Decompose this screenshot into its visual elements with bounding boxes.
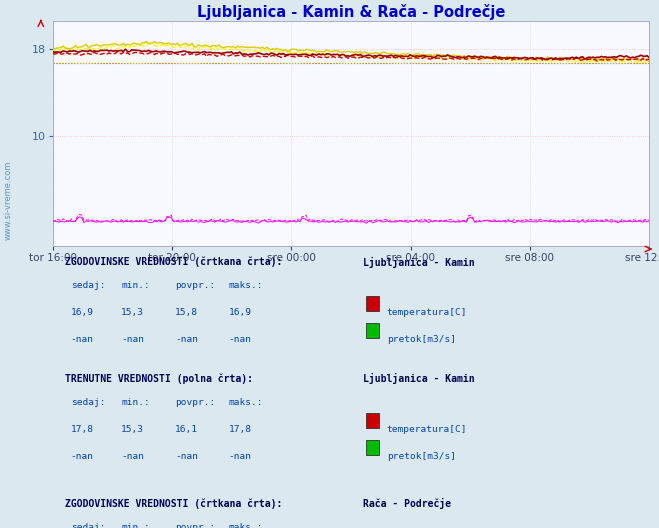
Text: sedaj:: sedaj: [71,398,105,407]
Text: -nan: -nan [229,335,252,344]
Text: povpr.:: povpr.: [175,281,215,290]
Text: pretok[m3/s]: pretok[m3/s] [387,452,456,461]
Text: ZGODOVINSKE VREDNOSTI (črtkana črta):: ZGODOVINSKE VREDNOSTI (črtkana črta): [65,498,282,509]
Text: maks.:: maks.: [229,523,263,528]
Text: 16,9: 16,9 [71,308,94,317]
Text: 16,9: 16,9 [229,308,252,317]
Text: Ljubljanica - Kamin: Ljubljanica - Kamin [363,257,474,268]
Text: www.si-vreme.com: www.si-vreme.com [4,161,13,240]
Text: 15,8: 15,8 [175,308,198,317]
Text: pretok[m3/s]: pretok[m3/s] [387,335,456,344]
Text: -nan: -nan [175,452,198,461]
Text: min.:: min.: [121,523,150,528]
Text: -nan: -nan [71,452,94,461]
Text: sedaj:: sedaj: [71,523,105,528]
Text: -nan: -nan [121,452,144,461]
Text: maks.:: maks.: [229,281,263,290]
Text: temperatura[C]: temperatura[C] [387,425,467,434]
Text: -nan: -nan [121,335,144,344]
Text: min.:: min.: [121,398,150,407]
Text: 17,8: 17,8 [71,425,94,434]
Text: sedaj:: sedaj: [71,281,105,290]
Text: TRENUTNE VREDNOSTI (polna črta):: TRENUTNE VREDNOSTI (polna črta): [65,373,252,384]
Text: -nan: -nan [71,335,94,344]
Bar [366,323,379,338]
Text: 15,3: 15,3 [121,425,144,434]
Text: min.:: min.: [121,281,150,290]
Text: Rača - Podrečje: Rača - Podrečje [363,498,451,510]
Text: -nan: -nan [229,452,252,461]
Bar [366,440,379,455]
Text: povpr.:: povpr.: [175,398,215,407]
Text: maks.:: maks.: [229,398,263,407]
Bar [366,413,379,428]
Title: Ljubljanica - Kamin & Rača - Podrečje: Ljubljanica - Kamin & Rača - Podrečje [197,4,505,20]
Text: temperatura[C]: temperatura[C] [387,308,467,317]
Text: 15,3: 15,3 [121,308,144,317]
Text: 16,1: 16,1 [175,425,198,434]
Text: 17,8: 17,8 [229,425,252,434]
Text: povpr.:: povpr.: [175,523,215,528]
Text: -nan: -nan [175,335,198,344]
Text: Ljubljanica - Kamin: Ljubljanica - Kamin [363,373,474,384]
Bar [366,296,379,311]
Text: ZGODOVINSKE VREDNOSTI (črtkana črta):: ZGODOVINSKE VREDNOSTI (črtkana črta): [65,257,282,267]
